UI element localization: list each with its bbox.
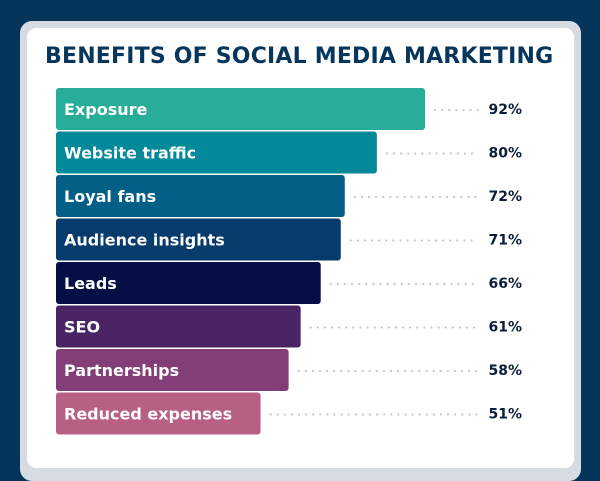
value-label: 58% — [488, 363, 522, 379]
value-label: 71% — [488, 233, 522, 249]
bar — [56, 218, 341, 261]
bar-group: Leads 66% — [56, 262, 522, 304]
value-label: 66% — [488, 276, 522, 292]
bar-group: Reduced expenses 51% — [56, 392, 522, 435]
bar — [56, 175, 345, 217]
bar — [56, 305, 301, 348]
bar-label: Audience insights — [64, 231, 225, 250]
background: BENEFITS OF SOCIAL MEDIA MARKETING Expos… — [20, 21, 581, 481]
bar-group: Loyal fans 72% — [56, 175, 522, 217]
bar — [56, 392, 261, 435]
bar-label: Reduced expenses — [64, 405, 232, 424]
bar-group: Partnerships 58% — [56, 349, 522, 391]
bar-chart: Exposure 92% Website traffic 80% Loyal fans 7… — [56, 88, 522, 435]
bar-label: Leads — [64, 274, 117, 293]
bar — [56, 262, 321, 304]
bar-group: Website traffic 80% — [56, 131, 522, 174]
bar-label: Partnerships — [64, 361, 179, 380]
bar-group: Audience insights 71% — [56, 218, 522, 261]
bar-label: Loyal fans — [64, 187, 156, 206]
bar — [56, 88, 425, 130]
chart-title: BENEFITS OF SOCIAL MEDIA MARKETING — [45, 44, 554, 69]
value-label: 51% — [488, 407, 522, 423]
value-label: 80% — [488, 146, 522, 162]
value-label: 72% — [488, 189, 522, 205]
value-label: 61% — [488, 320, 522, 336]
bar-label: SEO — [64, 318, 100, 337]
bar-group: Exposure 92% — [56, 88, 522, 130]
bar — [56, 131, 377, 174]
bar-label: Exposure — [64, 100, 148, 119]
value-label: 92% — [488, 102, 522, 118]
bar — [56, 349, 289, 391]
bar-group: SEO 61% — [56, 305, 522, 348]
bar-label: Website traffic — [64, 144, 196, 163]
